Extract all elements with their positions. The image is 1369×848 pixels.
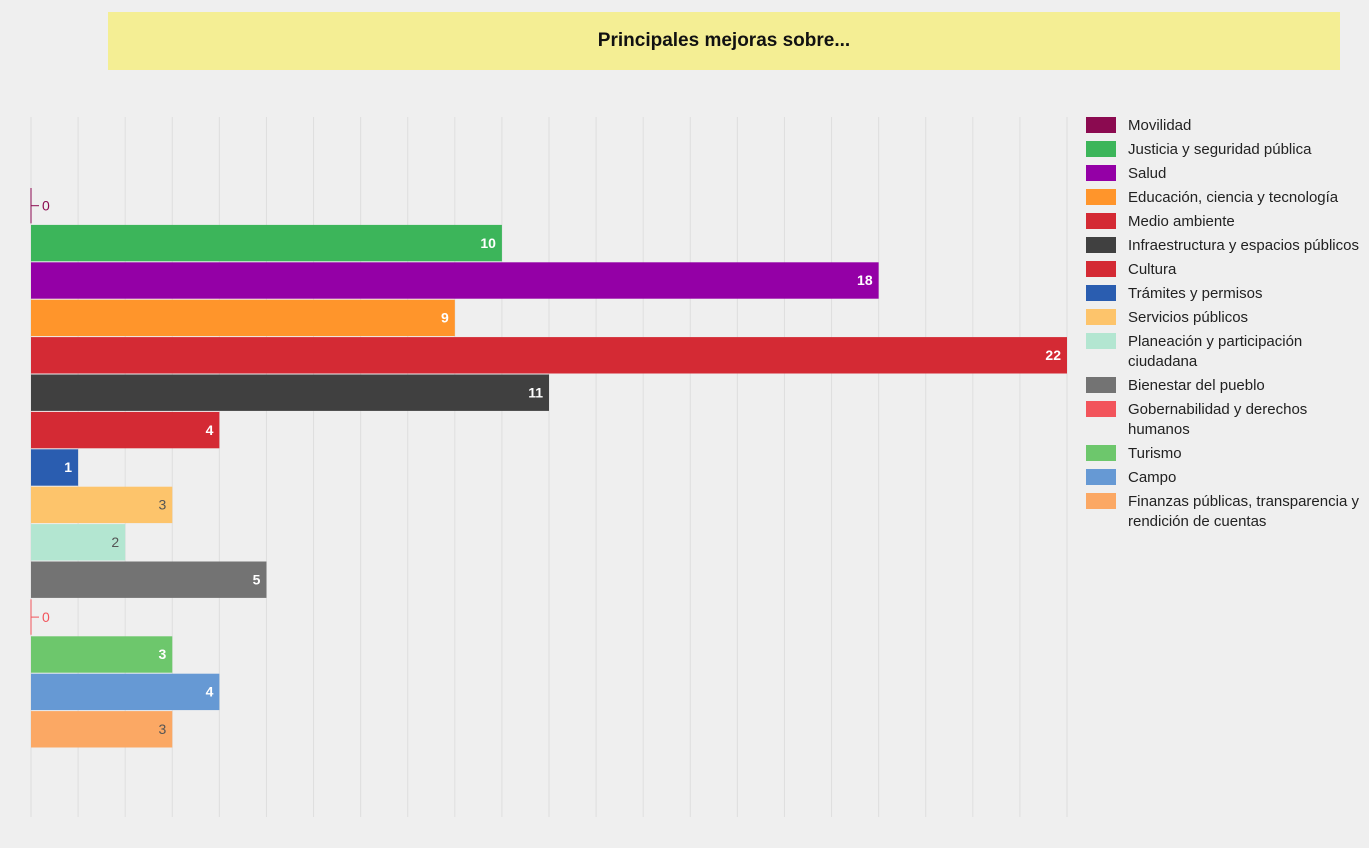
legend-label: Trámites y permisos (1128, 285, 1263, 302)
legend-swatch (1086, 237, 1116, 253)
legend-item: Trámites y permisos (1086, 284, 1366, 304)
bar (31, 711, 173, 748)
bar (31, 561, 267, 598)
legend-item: Gobernabilidad y derechos humanos (1086, 400, 1366, 440)
bar (31, 673, 220, 711)
legend-swatch (1086, 333, 1116, 349)
legend-swatch (1086, 401, 1116, 417)
legend-item: Servicios públicos (1086, 308, 1366, 328)
legend-item: Justicia y seguridad pública (1086, 140, 1366, 160)
legend-label: Servicios públicos (1128, 309, 1249, 326)
value-label: 9 (441, 310, 449, 326)
bar (31, 299, 455, 337)
value-label: 0 (42, 609, 50, 625)
legend-item: Turismo (1086, 444, 1366, 464)
legend-swatch (1086, 261, 1116, 277)
chart-title: Principales mejoras sobre... (108, 12, 1340, 70)
value-label: 2 (111, 534, 119, 550)
value-label: 4 (206, 422, 214, 438)
legend-swatch (1086, 165, 1116, 181)
legend-item: Finanzas públicas, transparencia y rendi… (1086, 492, 1366, 532)
bar (31, 337, 1067, 374)
legend-item: Campo (1086, 468, 1366, 488)
legend-item: Cultura (1086, 260, 1366, 280)
legend-label: Planeación y participación ciudadana (1128, 333, 1303, 370)
legend-item: Bienestar del pueblo (1086, 376, 1366, 396)
bar (31, 486, 173, 524)
value-label: 3 (158, 721, 166, 737)
legend-swatch (1086, 117, 1116, 133)
legend-label: Finanzas públicas, transparencia y rendi… (1128, 493, 1359, 530)
legend-label: Educación, ciencia y tecnología (1128, 189, 1339, 206)
chart: 0 10 18 9 22 11 4 1 3 2 5 0 3 4 3 (30, 117, 1068, 817)
value-label: 0 (42, 197, 50, 213)
bar (31, 262, 879, 299)
legend-swatch (1086, 469, 1116, 485)
legend-label: Turismo (1128, 445, 1182, 462)
value-label: 18 (857, 272, 873, 288)
bar (31, 449, 79, 486)
bar (31, 224, 502, 262)
legend-label: Infraestructura y espacios públicos (1128, 237, 1359, 254)
legend-label: Salud (1128, 165, 1167, 182)
legend-item: Planeación y participación ciudadana (1086, 332, 1366, 372)
bar (31, 636, 173, 673)
bar (31, 374, 549, 411)
legend-label: Medio ambiente (1128, 213, 1235, 230)
legend-item: Movilidad (1086, 116, 1366, 136)
legend-swatch (1086, 445, 1116, 461)
bar (31, 524, 126, 561)
value-label: 3 (158, 646, 166, 662)
value-label: 5 (253, 571, 261, 587)
value-label: 1 (64, 459, 72, 475)
legend-item: Medio ambiente (1086, 212, 1366, 232)
legend-item: Infraestructura y espacios públicos (1086, 236, 1366, 256)
legend-label: Bienestar del pueblo (1128, 377, 1265, 394)
legend-label: Campo (1128, 469, 1177, 486)
bar (31, 411, 220, 449)
value-label: 22 (1045, 347, 1061, 363)
legend-item: Educación, ciencia y tecnología (1086, 188, 1366, 208)
value-label: 4 (206, 684, 214, 700)
legend-label: Cultura (1128, 261, 1177, 278)
legend-swatch (1086, 213, 1116, 229)
legend: Movilidad Justicia y seguridad pública Sal… (1086, 116, 1366, 536)
legend-swatch (1086, 141, 1116, 157)
value-label: 3 (158, 497, 166, 513)
legend-swatch (1086, 189, 1116, 205)
legend-swatch (1086, 309, 1116, 325)
legend-swatch (1086, 377, 1116, 393)
value-label: 11 (528, 384, 543, 400)
legend-swatch (1086, 285, 1116, 301)
legend-label: Justicia y seguridad pública (1128, 141, 1312, 158)
value-label: 10 (480, 235, 496, 251)
legend-swatch (1086, 493, 1116, 509)
legend-item: Salud (1086, 164, 1366, 184)
legend-label: Gobernabilidad y derechos humanos (1128, 401, 1308, 438)
legend-label: Movilidad (1128, 117, 1192, 134)
